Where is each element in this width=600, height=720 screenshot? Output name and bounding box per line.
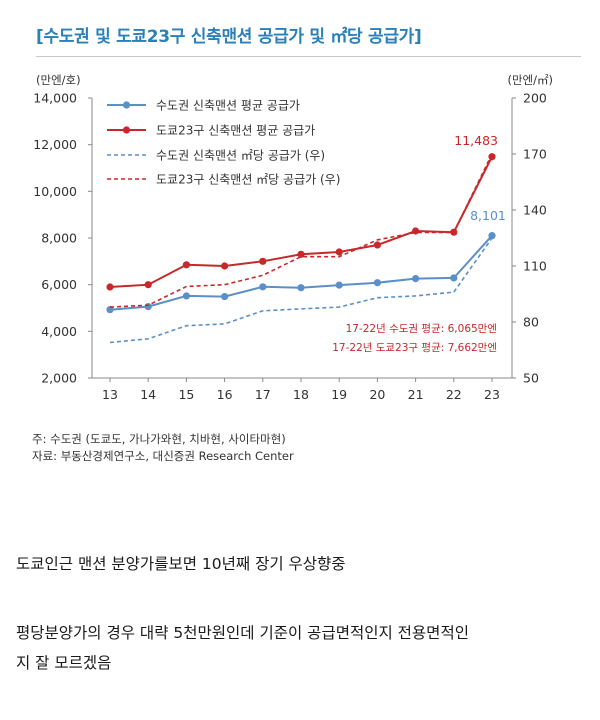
chart-title: [수도권 및 도쿄23구 신축맨션 공급가 및 ㎡당 공급가]: [36, 27, 422, 47]
y-left-tick-label: 10,000: [33, 184, 77, 199]
x-tick-label: 13: [102, 387, 118, 402]
data-label-tokyo-last: 11,483: [454, 133, 498, 148]
series-line-4: [109, 153, 493, 308]
data-label-metro-last: 8,101: [470, 208, 506, 223]
y-axis-left-unit: (만엔/호): [36, 73, 81, 87]
x-tick-label: 23: [484, 387, 500, 402]
y-right-tick-label: 80: [523, 315, 539, 330]
annotation-tokyo-average: 17-22년 도쿄23구 평균: 7,662만엔: [332, 342, 497, 354]
series-1-point: [144, 303, 152, 311]
x-tick-label: 19: [331, 387, 347, 402]
x-tick-label: 22: [446, 387, 462, 402]
series-1-point: [221, 292, 229, 301]
y-left-tick-label: 6,000: [41, 277, 77, 292]
x-tick-label: 15: [178, 387, 194, 402]
post-paragraph-2-line-2: 지 잘 모르겠음: [16, 654, 112, 672]
y-right-tick-label: 170: [523, 147, 547, 162]
y-right-tick-label: 50: [523, 371, 539, 386]
y-left-tick-label: 8,000: [41, 231, 77, 246]
series-2-point: [144, 281, 152, 289]
series-1-point: [182, 292, 190, 300]
series-2-point: [259, 257, 267, 265]
legend-marker-1: [122, 101, 131, 109]
footnote-region: 주: 수도권 (도쿄도, 가나가와현, 치바현, 사이타마현): [32, 432, 286, 446]
series-1-point: [412, 275, 420, 283]
series-1-point: [373, 279, 381, 287]
series-2-point: [182, 261, 190, 269]
legend-label-4: 도쿄23구 신축맨션 ㎡당 공급가 (우): [156, 173, 340, 187]
post-paragraph-1: 도쿄인근 맨션 분양가를보면 10년째 장기 우상향중: [16, 555, 346, 573]
legend-label-3: 수도권 신축맨션 ㎡당 공급가 (우): [156, 149, 325, 163]
legend-label-1: 수도권 신축맨션 평균 공급가: [156, 99, 300, 113]
series-2-point: [488, 153, 496, 161]
post-paragraph-2-line-1: 평당분양가의 경우 대략 5천만원인데 기준이 공급면적인지 전용면적인: [16, 624, 469, 642]
title-divider: [36, 56, 581, 57]
y-left-tick-label: 4,000: [41, 324, 77, 339]
series-2-point: [335, 248, 343, 256]
x-tick-label: 18: [293, 387, 309, 402]
line-chart: (만엔/호) (만엔/㎡) 2,000 4,000 6,000 8,000 10,000 12…: [33, 73, 553, 402]
series-line-1: [109, 234, 493, 311]
x-tick-label: 16: [217, 387, 233, 402]
x-tick-label: 17: [255, 387, 271, 402]
series-2-point: [221, 262, 229, 270]
series-2-point: [373, 241, 381, 249]
y-left-tick-label: 2,000: [41, 371, 77, 386]
series-1-point: [488, 232, 496, 240]
series-1-point: [106, 306, 114, 314]
y-left-tick-label: 14,000: [33, 91, 77, 106]
series-1-point: [335, 281, 343, 289]
y-right-tick-label: 110: [523, 259, 547, 274]
legend-label-2: 도쿄23구 신축맨션 평균 공급가: [156, 124, 315, 138]
annotation-metro-average: 17-22년 수도권 평균: 6,065만엔: [346, 323, 497, 335]
x-tick-label: 20: [369, 387, 385, 402]
series-2-point: [297, 250, 305, 258]
series-1-point: [297, 284, 305, 292]
legend-marker-2: [122, 126, 131, 134]
footnote-source: 자료: 부동산경제연구소, 대신증권 Research Center: [32, 449, 294, 463]
series-line-3: [109, 237, 493, 344]
series-2-point: [106, 283, 114, 291]
x-tick-label: 21: [408, 387, 424, 402]
y-left-tick-label: 12,000: [33, 137, 77, 152]
chart-figure: [수도권 및 도쿄23구 신축맨션 공급가 및 ㎡당 공급가] (만엔/호) (만…: [32, 27, 581, 463]
y-right-tick-label: 200: [523, 91, 547, 106]
series-1-point: [450, 274, 458, 282]
y-axis-right-unit: (만엔/㎡): [507, 73, 553, 87]
series-1-point: [259, 283, 267, 291]
y-right-tick-label: 140: [523, 203, 547, 218]
x-tick-label: 14: [140, 387, 156, 402]
